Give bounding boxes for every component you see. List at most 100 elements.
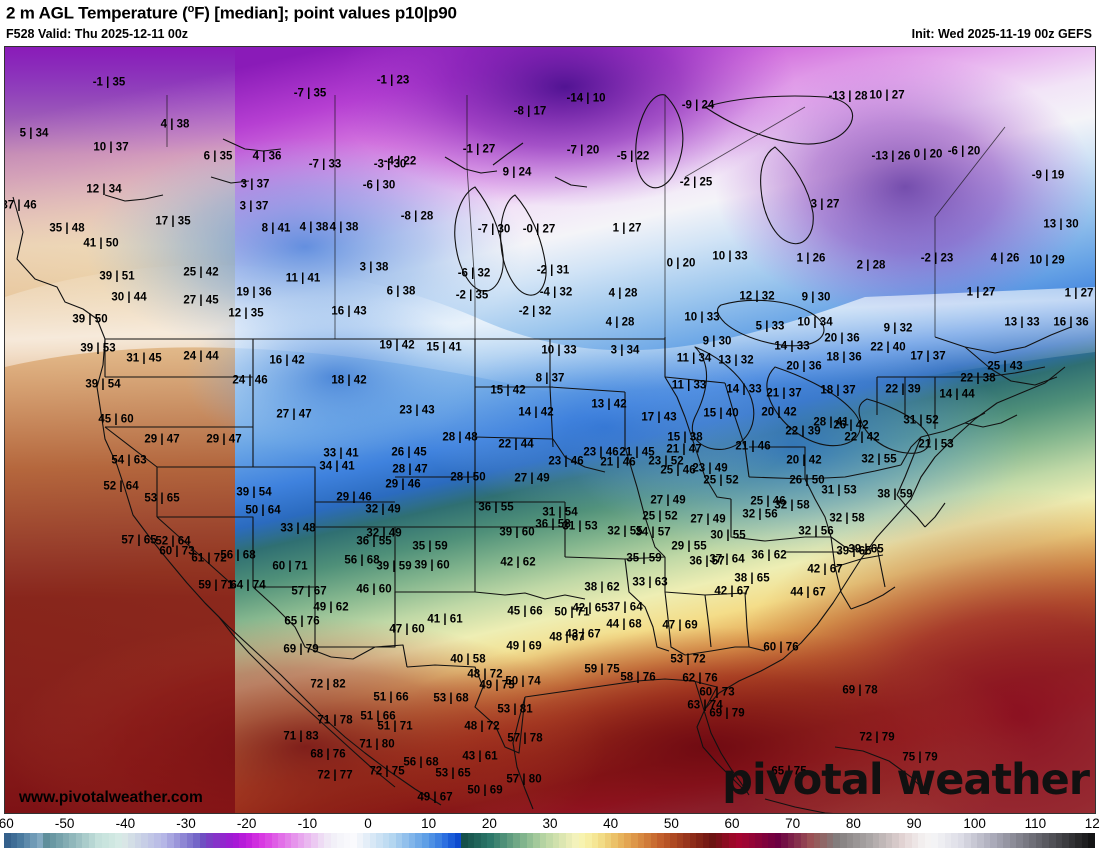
colorbar-swatch xyxy=(1029,833,1036,848)
colorbar-swatch xyxy=(350,833,357,848)
colorbar-swatch xyxy=(239,833,246,848)
colorbar-swatch xyxy=(911,833,919,848)
colorbar-swatch xyxy=(17,833,24,848)
colorbar-swatch xyxy=(683,833,690,848)
colorbar-swatch xyxy=(232,833,240,848)
colorbar-tick: 40 xyxy=(603,816,619,831)
valid-time-label: F528 Valid: Thu 2025-12-11 00z xyxy=(6,27,189,41)
colorbar-swatch xyxy=(160,833,168,848)
colorbar-swatch xyxy=(591,833,599,848)
colorbar-swatch xyxy=(644,833,651,848)
colorbar-swatch xyxy=(977,833,984,848)
colorbar-swatch xyxy=(62,833,70,848)
colorbar-swatch xyxy=(722,833,729,848)
colorbar-swatch xyxy=(121,833,129,848)
colorbar-swatch xyxy=(774,833,782,848)
brand-watermark: pivotal weather xyxy=(722,755,1090,805)
colorbar-swatch xyxy=(768,833,775,848)
colorbar-swatch xyxy=(526,833,534,848)
colorbar-swatch xyxy=(56,833,63,848)
colorbar-swatch xyxy=(271,833,279,848)
colorbar-swatch xyxy=(30,833,37,848)
colorbar-swatch xyxy=(533,833,540,848)
colorbar-swatch xyxy=(670,833,677,848)
colorbar-swatch xyxy=(924,833,932,848)
colorbar-swatch xyxy=(206,833,213,848)
colorbar-tick: -20 xyxy=(236,816,257,831)
colorbar-swatch xyxy=(343,833,351,848)
colorbar-swatch xyxy=(748,833,756,848)
colorbar-swatch xyxy=(108,833,116,848)
colorbar-swatch xyxy=(297,833,305,848)
colorbar-swatch xyxy=(513,833,520,848)
colorbar-tick: 60 xyxy=(724,816,740,831)
colorbar-swatch xyxy=(676,833,684,848)
colorbar-swatch xyxy=(376,833,383,848)
colorbar-swatch xyxy=(36,833,44,848)
colorbar-tick: -40 xyxy=(115,816,136,831)
colorbar-swatch xyxy=(134,833,142,848)
colorbar-swatch xyxy=(631,833,638,848)
colorbar-swatch xyxy=(1081,833,1089,848)
colorbar-swatch xyxy=(402,833,409,848)
site-url-watermark: www.pivotalweather.com xyxy=(19,789,203,806)
colorbar-swatch xyxy=(728,833,736,848)
colorbar-swatch xyxy=(245,833,253,848)
colorbar-swatch xyxy=(957,833,965,848)
colorbar-swatch xyxy=(820,833,827,848)
colorbar-swatch xyxy=(10,833,18,848)
colorbar-swatch xyxy=(813,833,821,848)
colorbar-swatch xyxy=(4,833,11,848)
colorbar-swatch xyxy=(552,833,560,848)
degree-symbol: o xyxy=(187,3,195,15)
colorbar-swatch xyxy=(408,833,416,848)
colorbar-swatch xyxy=(885,833,893,848)
colorbar-swatch xyxy=(964,833,971,848)
colorbar-swatch xyxy=(310,833,318,848)
colorbar[interactable]: -60 -50 -40 -30 -20 -10 0 10 20 30 40 50 60 70 80 90 100… xyxy=(0,816,1100,848)
colorbar-swatch xyxy=(970,833,978,848)
colorbar-swatch xyxy=(461,833,468,848)
colorbar-swatch xyxy=(395,833,403,848)
colorbar-swatch xyxy=(892,833,899,848)
colorbar-swatch xyxy=(382,833,390,848)
colorbar-tick: 70 xyxy=(785,816,801,831)
colorbar-swatch xyxy=(199,833,207,848)
colorbar-swatch xyxy=(356,833,364,848)
colorbar-swatch xyxy=(265,833,272,848)
colorbar-swatch xyxy=(324,833,331,848)
colorbar-swatch xyxy=(467,833,475,848)
colorbar-swatch xyxy=(1042,833,1049,848)
colorbar-swatch xyxy=(859,833,867,848)
colorbar-swatch xyxy=(173,833,181,848)
colorbar-tick: 50 xyxy=(663,816,679,831)
colorbar-tick: 120 xyxy=(1084,816,1100,831)
colorbar-swatch xyxy=(787,833,795,848)
colorbar-tick: 90 xyxy=(906,816,922,831)
colorbar-swatch xyxy=(872,833,880,848)
colorbar-swatch xyxy=(69,833,76,848)
colorbar-swatch xyxy=(167,833,174,848)
colorbar-swatch xyxy=(931,833,938,848)
colorbar-swatch xyxy=(794,833,801,848)
colorbar-swatch xyxy=(617,833,625,848)
colorbar-gradient xyxy=(4,833,1096,848)
colorbar-swatch xyxy=(951,833,958,848)
colorbar-swatch xyxy=(1075,833,1082,848)
colorbar-swatch xyxy=(846,833,854,848)
map-canvas[interactable]: -1 | 35 -7 | 35 5 | 34 4 | 38 10 | 37 6 | 35 4… xyxy=(4,46,1096,814)
colorbar-tick: -30 xyxy=(176,816,196,831)
colorbar-swatch xyxy=(800,833,808,848)
colorbar-swatch xyxy=(663,833,671,848)
colorbar-swatch xyxy=(75,833,83,848)
colorbar-swatch xyxy=(506,833,514,848)
colorbar-swatch xyxy=(696,833,703,848)
colorbar-swatch xyxy=(88,833,96,848)
colorbar-swatch xyxy=(369,833,377,848)
colorbar-swatch xyxy=(186,833,194,848)
colorbar-swatch xyxy=(291,833,298,848)
colorbar-swatch xyxy=(219,833,227,848)
colorbar-swatch xyxy=(493,833,501,848)
colorbar-tick: 110 xyxy=(1024,816,1047,831)
colorbar-swatch xyxy=(781,833,788,848)
